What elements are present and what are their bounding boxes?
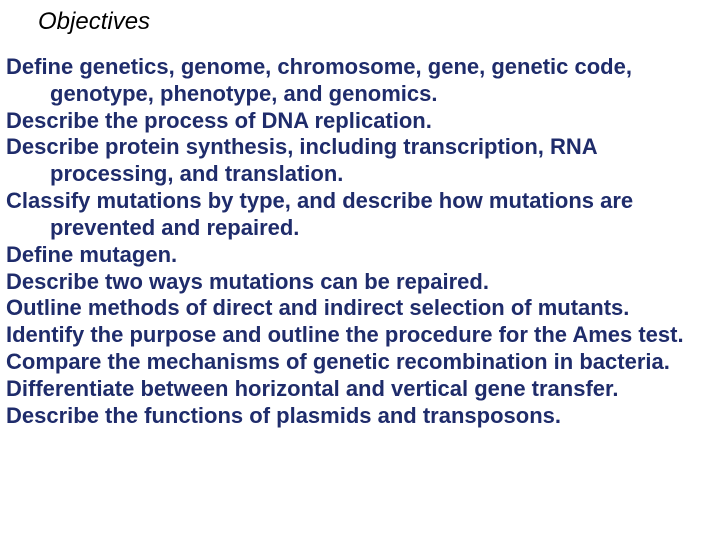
- list-item: Differentiate between horizontal and ver…: [6, 376, 710, 403]
- list-item: Identify the purpose and outline the pro…: [6, 322, 710, 349]
- list-item: Compare the mechanisms of genetic recomb…: [6, 349, 710, 376]
- slide-title: Objectives: [38, 8, 150, 36]
- list-item: Outline methods of direct and indirect s…: [6, 295, 710, 322]
- list-item: Define genetics, genome, chromosome, gen…: [6, 54, 710, 108]
- objectives-list: Define genetics, genome, chromosome, gen…: [6, 54, 710, 430]
- slide: Objectives Define genetics, genome, chro…: [0, 0, 720, 540]
- list-item: Define mutagen.: [6, 242, 710, 269]
- list-item: Describe the process of DNA replication.: [6, 108, 710, 135]
- list-item: Classify mutations by type, and describe…: [6, 188, 710, 242]
- list-item: Describe the functions of plasmids and t…: [6, 403, 710, 430]
- list-item: Describe protein synthesis, including tr…: [6, 134, 710, 188]
- list-item: Describe two ways mutations can be repai…: [6, 269, 710, 296]
